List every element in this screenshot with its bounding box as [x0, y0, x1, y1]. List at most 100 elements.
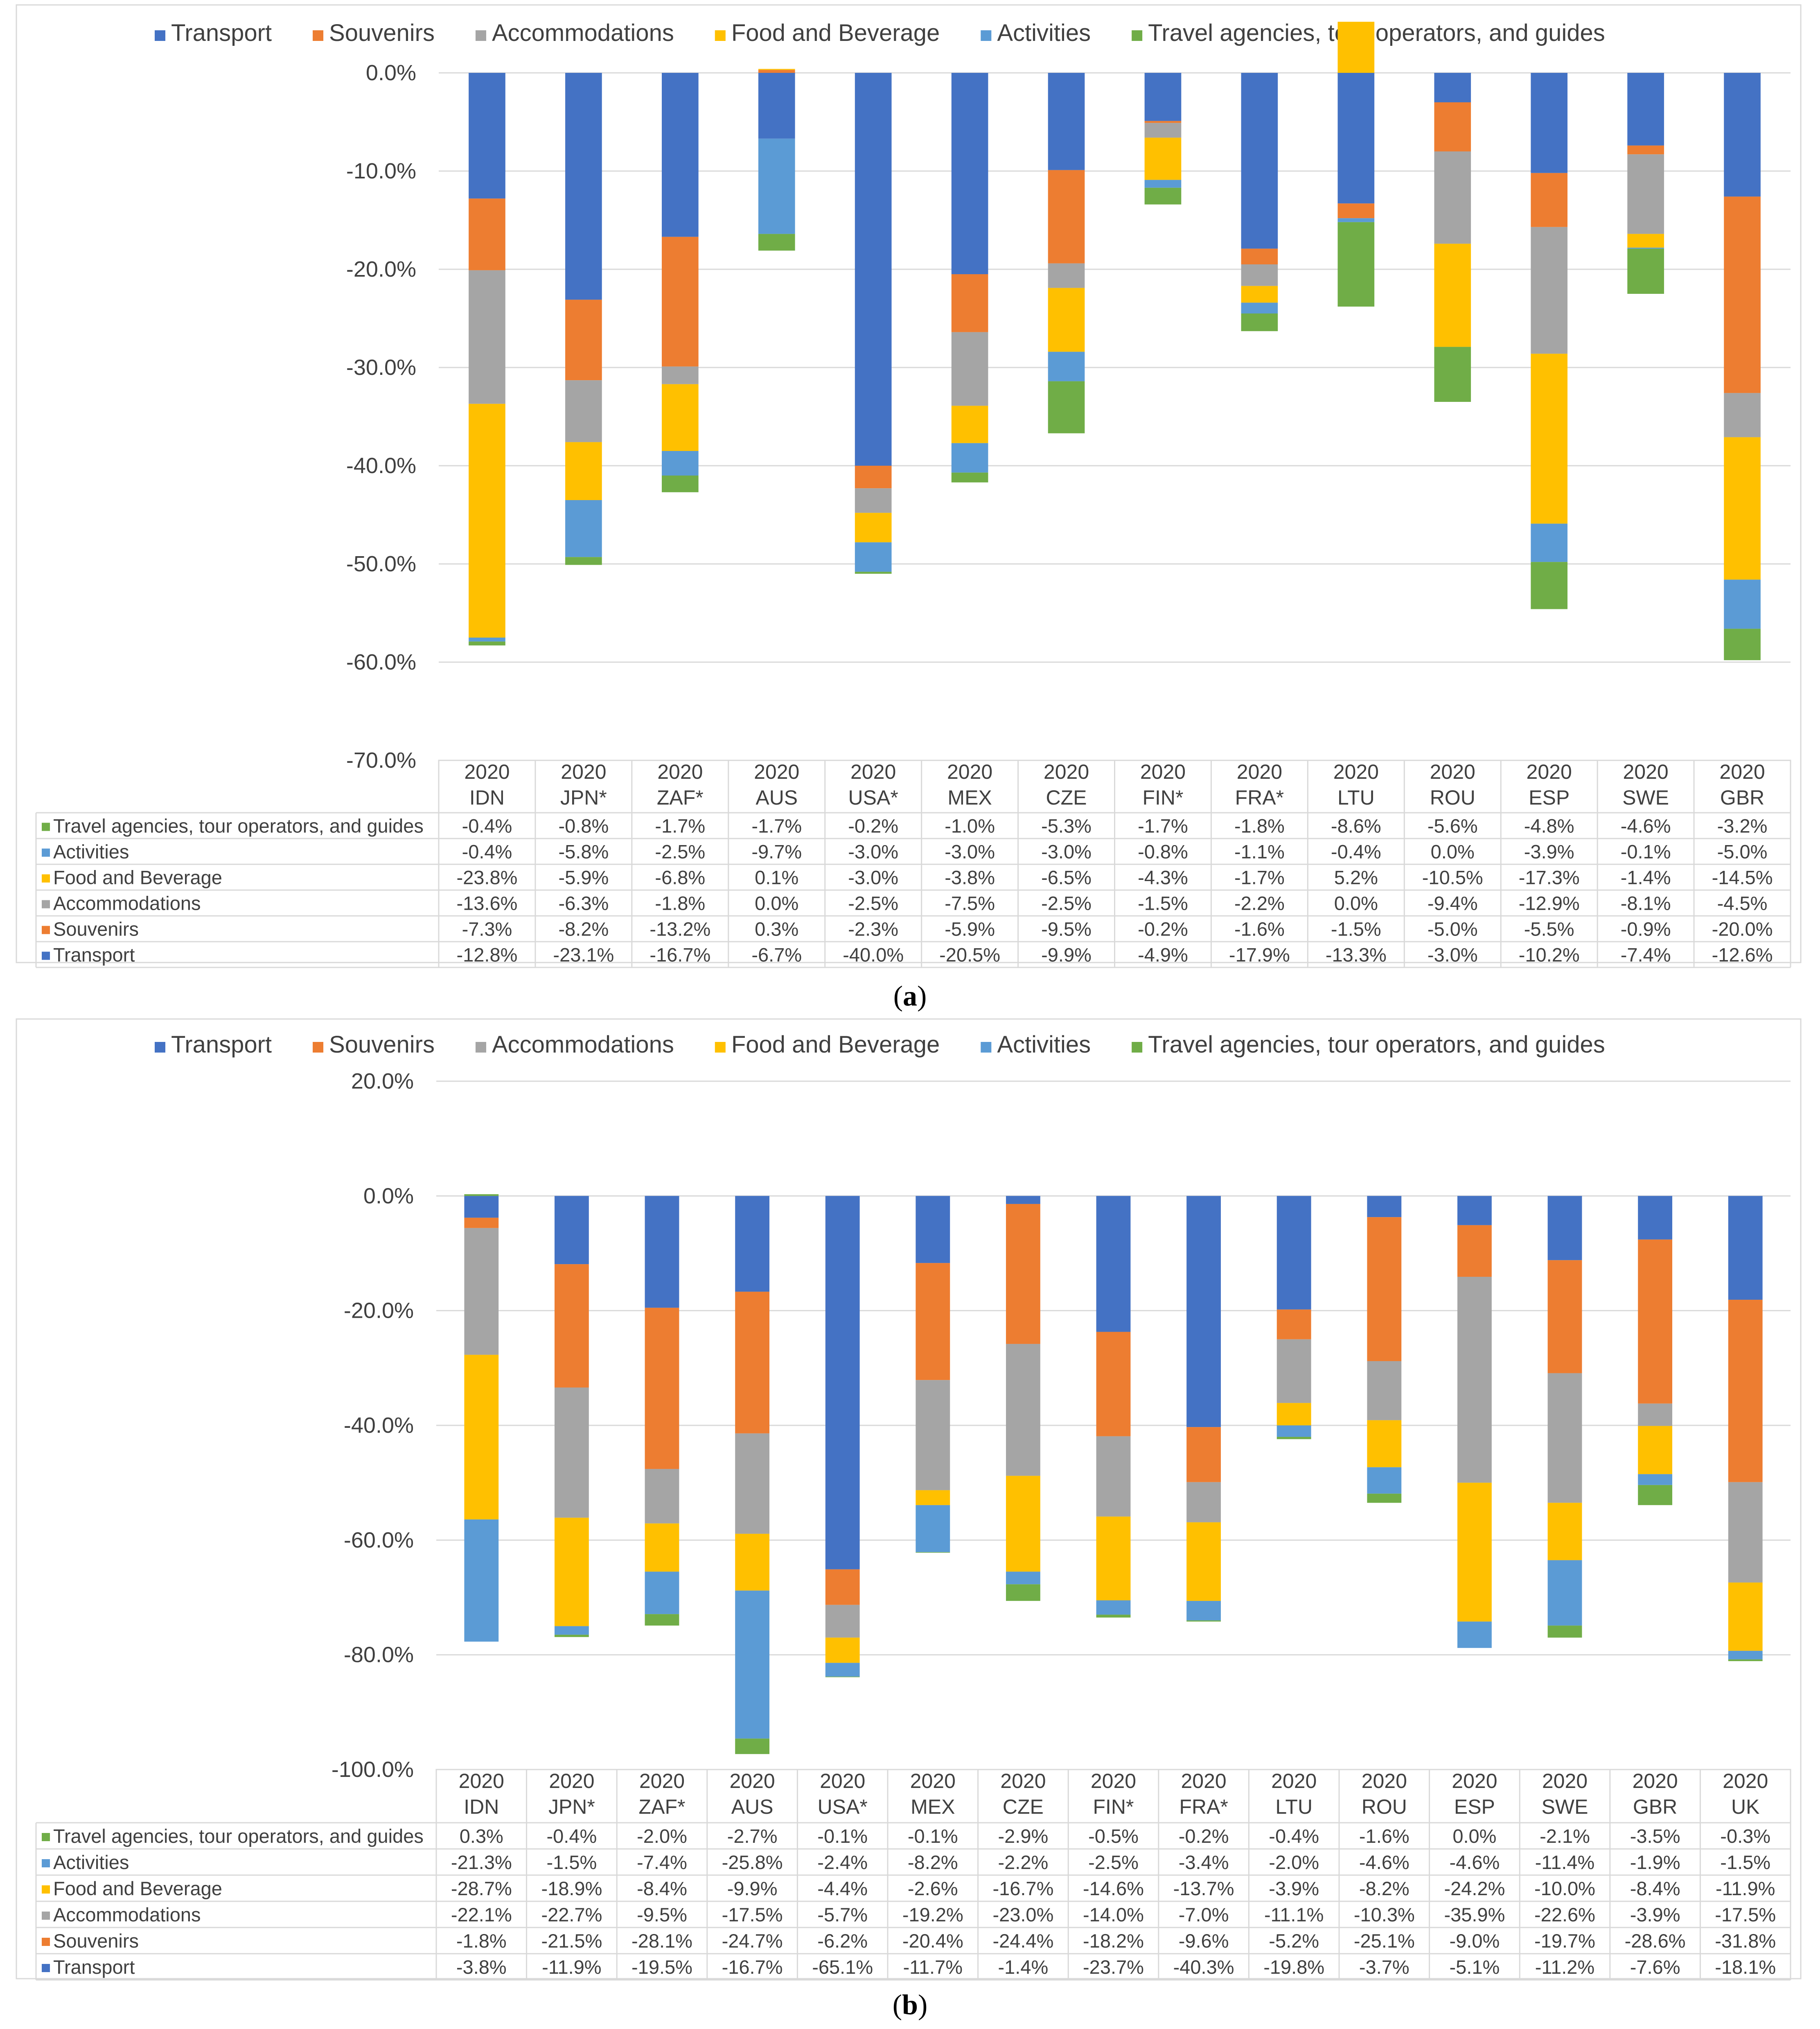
a-table-value-food: -1.7%	[1234, 867, 1285, 888]
a-table-value-transport: -4.9%	[1138, 944, 1188, 966]
b-table-category: SWE	[1542, 1795, 1588, 1818]
a-table-category: LTU	[1337, 786, 1375, 809]
b-table-value-activities: -11.4%	[1535, 1851, 1594, 1873]
a-table-value-food: -6.8%	[655, 867, 705, 888]
a-bar-activities	[758, 138, 795, 234]
b-table-category: LTU	[1275, 1795, 1313, 1818]
b-table-value-souvenirs: -28.6%	[1625, 1930, 1686, 1952]
a-bar-activities	[1724, 579, 1761, 629]
b-table-value-food: -14.6%	[1083, 1878, 1144, 1899]
b-table-value-accommodations: -14.0%	[1083, 1904, 1144, 1925]
a-bar-agencies	[1241, 313, 1278, 331]
b-table-value-food: -8.4%	[1630, 1878, 1680, 1899]
b-table-value-food: -18.9%	[541, 1878, 602, 1899]
a-table-value-activities: -3.0%	[848, 841, 898, 863]
a-bar-souvenirs	[1144, 121, 1182, 123]
b-bar-transport	[554, 1196, 589, 1265]
b-table-category: UK	[1731, 1795, 1759, 1818]
a-table-year: 2020	[1623, 760, 1668, 783]
b-table-key-accommodations	[42, 1912, 50, 1920]
a-table-value-transport: -10.2%	[1519, 944, 1580, 966]
b-table-key-transport	[42, 1964, 50, 1972]
a-table-value-agencies: -4.6%	[1621, 815, 1671, 837]
a-frame	[16, 4, 1802, 963]
b-table-value-transport: -7.6%	[1630, 1956, 1680, 1978]
b-y-tick-label: 20.0%	[351, 1069, 414, 1093]
a-bar-activities	[1531, 523, 1568, 562]
b-table-series-activities: Activities	[53, 1851, 129, 1873]
b-table-year: 2020	[1723, 1770, 1768, 1792]
b-table-value-agencies: -0.3%	[1720, 1825, 1770, 1847]
a-bar-food	[565, 442, 602, 500]
a-table-series-souvenirs: Souvenirs	[53, 918, 139, 940]
b-bar-food	[1728, 1583, 1763, 1651]
b-table-value-transport: -40.3%	[1173, 1956, 1234, 1978]
b-table-value-transport: -65.1%	[812, 1956, 873, 1978]
a-bar-agencies	[469, 641, 505, 646]
b-legend-label-accommodations: Accommodations	[492, 1031, 674, 1058]
a-bar-souvenirs	[1048, 170, 1085, 264]
a-table-value-agencies: -1.0%	[945, 815, 995, 837]
a-bar-souvenirs	[1627, 145, 1664, 155]
b-table-value-activities: -3.4%	[1179, 1851, 1229, 1873]
b-table-value-agencies: -0.4%	[1269, 1825, 1319, 1847]
a-bar-food	[1434, 243, 1471, 347]
b-table-value-activities: -4.6%	[1450, 1851, 1500, 1873]
a-bar-activities	[565, 500, 602, 557]
a-bar-accommodations	[469, 270, 505, 404]
a-legend-swatch-souvenirs	[313, 30, 324, 41]
a-table-key-agencies	[42, 823, 50, 831]
b-table-value-activities: -1.5%	[1720, 1851, 1770, 1873]
b-bar-accommodations	[645, 1469, 679, 1524]
b-bar-transport	[1096, 1196, 1131, 1332]
a-table-value-transport: -12.6%	[1712, 944, 1773, 966]
a-table-value-activities: 0.0%	[1431, 841, 1475, 863]
b-bar-accommodations	[1728, 1482, 1763, 1583]
a-table-year: 2020	[1333, 760, 1379, 783]
b-legend-swatch-accommodations	[475, 1042, 486, 1053]
a-bar-activities	[855, 542, 892, 572]
a-table-category: FRA*	[1235, 786, 1284, 809]
b-table-value-activities: -4.6%	[1359, 1851, 1410, 1873]
b-table-value-transport: -19.8%	[1263, 1956, 1324, 1978]
a-table-value-food: -5.9%	[559, 867, 609, 888]
a-table-category: FIN*	[1142, 786, 1183, 809]
b-y-tick-label: 0.0%	[363, 1184, 414, 1208]
a-bar-agencies	[1048, 381, 1085, 433]
b-bar-accommodations	[464, 1228, 499, 1355]
b-table-value-transport: -5.1%	[1450, 1956, 1500, 1978]
b-table-value-food: -10.0%	[1534, 1878, 1595, 1899]
b-table-value-accommodations: -23.0%	[992, 1904, 1053, 1925]
a-table-value-accommodations: -12.9%	[1519, 893, 1580, 914]
a-bar-activities	[661, 451, 699, 476]
b-bar-souvenirs	[916, 1263, 950, 1380]
a-legend-swatch-activities	[981, 30, 992, 41]
b-bar-accommodations	[735, 1433, 770, 1534]
b-bar-food	[1006, 1476, 1040, 1572]
a-bar-souvenirs	[855, 466, 892, 489]
b-table-year: 2020	[1542, 1770, 1588, 1792]
b-bar-agencies	[645, 1614, 679, 1626]
b-bar-activities	[1276, 1425, 1311, 1437]
b-legend-swatch-souvenirs	[313, 1042, 324, 1053]
b-bar-food	[554, 1517, 589, 1626]
b-table-year: 2020	[639, 1770, 685, 1792]
a-bar-accommodations	[1048, 263, 1085, 288]
a-bar-transport	[1531, 73, 1568, 173]
b-table-value-accommodations: -10.3%	[1354, 1904, 1415, 1925]
a-bar-accommodations	[1627, 154, 1664, 234]
a-table-value-food: -14.5%	[1712, 867, 1773, 888]
a-table-value-agencies: -5.3%	[1041, 815, 1092, 837]
b-bar-transport	[1006, 1196, 1040, 1204]
a-table-value-transport: -9.9%	[1041, 944, 1092, 966]
a-bar-agencies	[565, 557, 602, 565]
b-table-year: 2020	[1632, 1770, 1678, 1792]
b-bar-food	[1457, 1483, 1492, 1622]
a-table-value-accommodations: -2.2%	[1234, 893, 1285, 914]
b-bar-souvenirs	[1638, 1239, 1673, 1404]
b-bar-souvenirs	[735, 1292, 770, 1434]
a-table-year: 2020	[1140, 760, 1186, 783]
b-bar-agencies	[1276, 1437, 1311, 1439]
b-legend-swatch-food	[715, 1042, 726, 1053]
b-table-category: FIN*	[1093, 1795, 1134, 1818]
